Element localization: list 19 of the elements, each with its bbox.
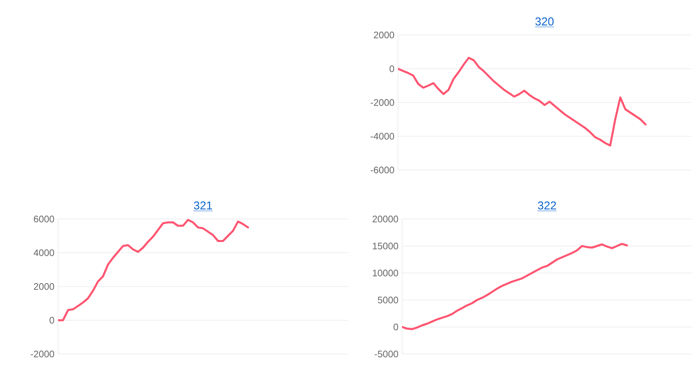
y-tick-label: 6000	[34, 216, 54, 222]
chart-title: 321	[194, 201, 212, 210]
y-tick-label: -2000	[30, 350, 54, 358]
y-tick-label: -5000	[374, 350, 398, 358]
y-tick-label: 4000	[34, 249, 54, 256]
y-tick-label: 0	[394, 324, 398, 330]
y-tick-label: 5000	[378, 296, 398, 304]
y-tick-label: 2000	[374, 32, 394, 38]
y-tick-label: 2000	[34, 283, 54, 290]
chart-title: 320	[535, 17, 554, 26]
y-tick-label: 0	[50, 316, 54, 324]
y-tick-label: 0	[390, 65, 394, 72]
y-tick-label: 15000	[372, 242, 398, 250]
y-tick-label: -2000	[370, 99, 394, 106]
chart-title: 322	[538, 201, 556, 210]
y-tick-label: 20000	[372, 216, 398, 222]
y-tick-label: -6000	[370, 166, 394, 174]
y-tick-label: 10000	[372, 270, 398, 276]
y-tick-label: -4000	[370, 132, 394, 140]
